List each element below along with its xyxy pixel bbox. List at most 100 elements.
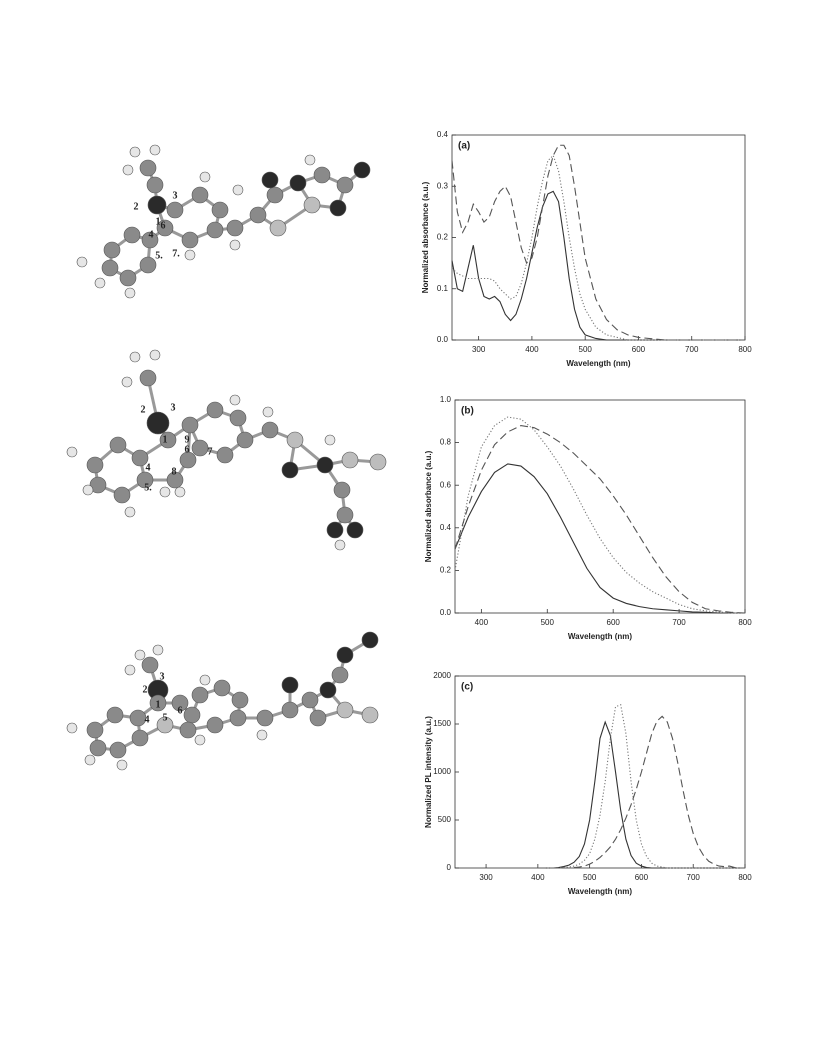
atom	[136, 471, 154, 489]
atom	[139, 256, 157, 274]
y-tick-label: 500	[438, 815, 452, 824]
atom	[303, 196, 321, 214]
atom	[76, 256, 88, 268]
atom	[269, 219, 287, 237]
atom	[289, 174, 307, 192]
atom	[171, 694, 189, 712]
atom-number: 9	[185, 434, 190, 445]
atom	[369, 453, 387, 471]
atom	[146, 411, 170, 435]
atom	[181, 416, 199, 434]
molecule: 2 3 1 96 4 7 8 5.	[66, 349, 387, 551]
atom	[211, 201, 229, 219]
atom	[113, 486, 131, 504]
atom-number: 3	[173, 190, 178, 201]
atom	[256, 709, 274, 727]
atom	[199, 674, 211, 686]
data-line	[451, 144, 745, 341]
atom-number: 5	[163, 712, 168, 723]
atom	[159, 431, 177, 449]
atom	[261, 421, 279, 439]
atom	[334, 539, 346, 551]
x-tick-label: 400	[531, 873, 545, 882]
bond	[238, 685, 292, 720]
atom	[109, 436, 127, 454]
molecule: 3 214 56	[66, 631, 379, 771]
atom	[229, 394, 241, 406]
x-axis-label: Wavelength (nm)	[566, 359, 630, 368]
atom	[266, 186, 284, 204]
atom-number: 1	[156, 216, 161, 227]
bond	[323, 464, 347, 531]
atom	[316, 456, 334, 474]
atom-number: 7.	[172, 248, 180, 259]
atom	[286, 431, 304, 449]
x-tick-label: 700	[672, 618, 686, 627]
plot-frame	[454, 675, 746, 869]
atom	[94, 277, 106, 289]
atom-number: 5.	[144, 482, 152, 493]
x-tick-label: 600	[635, 873, 649, 882]
atom	[301, 691, 319, 709]
atom	[131, 729, 149, 747]
y-tick-label: 0.2	[437, 233, 449, 242]
atom	[103, 241, 121, 259]
y-tick-label: 0.2	[440, 566, 452, 575]
atom	[333, 481, 351, 499]
x-tick-label: 800	[738, 618, 752, 627]
atom-number: 4	[146, 462, 151, 473]
panel-label: (c)	[461, 682, 473, 693]
atom	[206, 716, 224, 734]
atom	[129, 146, 141, 158]
y-axis-label: Normalized absorbance (a.u.)	[424, 450, 433, 562]
atom	[106, 706, 124, 724]
atom-number: 1	[163, 434, 168, 445]
chart: 0.0 0.2 0.4 0.6 0.8 1.0 400 500 600 700 800 (b) Wave…	[424, 395, 752, 641]
atom	[213, 679, 231, 697]
x-tick-label: 800	[738, 873, 752, 882]
atom	[152, 644, 164, 656]
panel-label: (b)	[461, 406, 474, 417]
atom	[86, 456, 104, 474]
atom	[229, 709, 247, 727]
atom	[121, 376, 133, 388]
molecule: 2 3 146 5. 7.	[76, 144, 371, 299]
atom-number: 2	[134, 201, 139, 212]
y-tick-label: 0.0	[440, 608, 452, 617]
atom	[261, 171, 279, 189]
atom	[336, 701, 354, 719]
atom	[179, 721, 197, 739]
data-line	[537, 715, 745, 869]
atom	[206, 221, 224, 239]
atom	[184, 249, 196, 261]
atom	[156, 219, 174, 237]
atom	[183, 706, 201, 724]
atom	[191, 439, 209, 457]
x-axis-label: Wavelength (nm)	[568, 632, 632, 641]
atom	[139, 369, 157, 387]
atom	[232, 184, 244, 196]
atom	[66, 722, 78, 734]
atom	[249, 206, 267, 224]
y-tick-label: 0.4	[440, 523, 452, 532]
atom	[116, 759, 128, 771]
x-axis-label: Wavelength (nm)	[568, 887, 632, 896]
atom	[353, 161, 371, 179]
atom	[229, 409, 247, 427]
atom	[101, 259, 119, 277]
atom	[281, 461, 299, 479]
atom	[216, 446, 234, 464]
atom	[147, 195, 167, 215]
panel-label: (a)	[458, 141, 470, 152]
atom	[129, 709, 147, 727]
atom	[82, 484, 94, 496]
atom	[166, 471, 184, 489]
atom-number: 2	[141, 404, 146, 415]
atom	[309, 709, 327, 727]
y-tick-label: 0.0	[437, 335, 449, 344]
y-tick-label: 0.4	[437, 130, 449, 139]
data-line	[451, 190, 745, 341]
x-tick-label: 500	[541, 618, 555, 627]
atom	[141, 231, 159, 249]
atom	[89, 739, 107, 757]
